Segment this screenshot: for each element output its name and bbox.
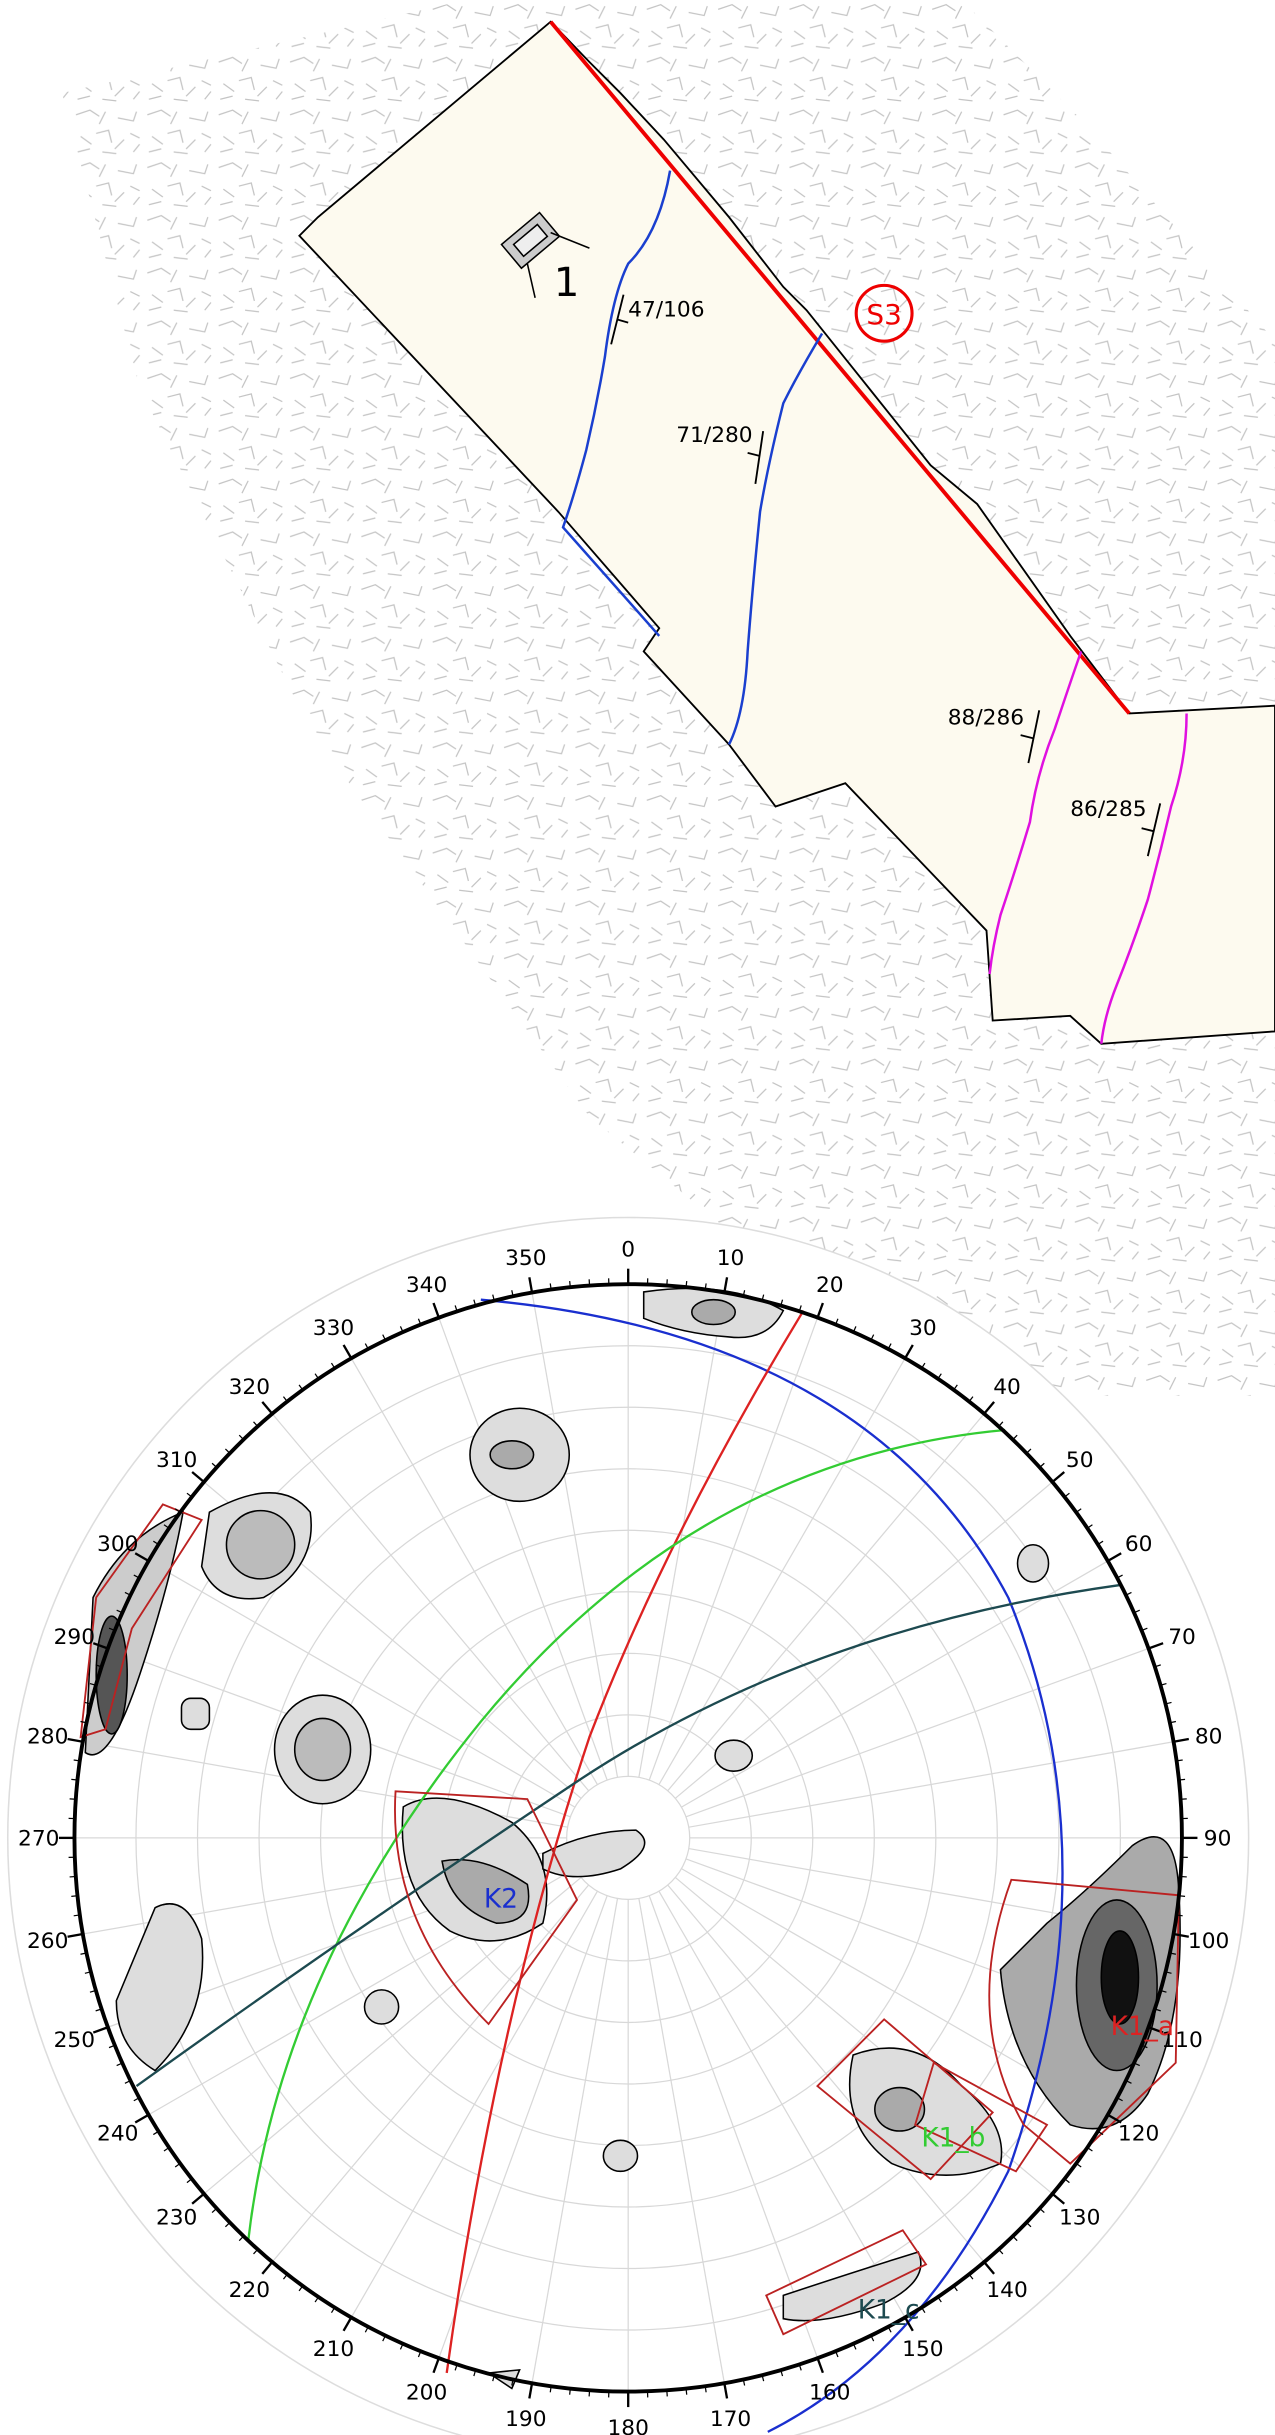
azimuth-label: 20 bbox=[816, 1273, 844, 1298]
azimuth-label: 280 bbox=[27, 1724, 68, 1749]
azimuth-label: 260 bbox=[27, 1929, 68, 1954]
azimuth-label: 240 bbox=[97, 2121, 138, 2146]
azimuth-label: 50 bbox=[1066, 1448, 1094, 1473]
azimuth-label: 290 bbox=[54, 1625, 95, 1650]
azimuth-label: 250 bbox=[54, 2028, 95, 2053]
azimuth-tick bbox=[71, 1896, 77, 1897]
azimuth-label: 80 bbox=[1195, 1724, 1223, 1749]
azimuth-tick bbox=[1179, 1779, 1185, 1780]
azimuth-tick bbox=[705, 2386, 706, 2392]
azimuth-label: 300 bbox=[97, 1532, 138, 1557]
set-label: K1_a bbox=[1111, 2012, 1174, 2042]
set-label: K1_b bbox=[921, 2124, 985, 2154]
azimuth-label: 340 bbox=[406, 1273, 447, 1298]
azimuth-tick bbox=[686, 1281, 687, 1287]
azimuth-label: 180 bbox=[607, 2416, 648, 2435]
azimuth-tick bbox=[550, 2386, 551, 2392]
azimuth-tick bbox=[550, 1283, 551, 1289]
figure: 1 47/106 71/280 88/286 86/285 S3 bbox=[0, 0, 1275, 2435]
azimuth-label: 220 bbox=[229, 2278, 270, 2303]
azimuth-label: 320 bbox=[229, 1375, 270, 1400]
set-label: K2 bbox=[484, 1885, 518, 1915]
azimuth-label: 60 bbox=[1125, 1532, 1153, 1557]
azimuth-tick bbox=[1179, 1896, 1185, 1897]
azimuth-tick bbox=[1177, 1760, 1183, 1761]
azimuth-label: 230 bbox=[156, 2205, 197, 2230]
azimuth-label: 200 bbox=[406, 2380, 447, 2405]
azimuth-label: 90 bbox=[1204, 1827, 1232, 1852]
azimuth-label: 210 bbox=[313, 2337, 354, 2362]
azimuth-label: 310 bbox=[156, 1448, 197, 1473]
azimuth-label: 10 bbox=[717, 1246, 745, 1271]
site-label: S3 bbox=[866, 298, 901, 331]
azimuth-label: 30 bbox=[909, 1316, 937, 1341]
azimuth-tick bbox=[705, 1283, 706, 1289]
azimuth-label: 0 bbox=[621, 1237, 635, 1262]
azimuth-tick bbox=[1177, 1915, 1183, 1916]
azimuth-label: 140 bbox=[986, 2278, 1027, 2303]
set-label: K1_c bbox=[858, 2296, 920, 2326]
measurement-label: 88/286 bbox=[948, 705, 1024, 730]
azimuth-label: 100 bbox=[1188, 1929, 1229, 1954]
azimuth-tick bbox=[74, 1760, 80, 1761]
azimuth-label: 70 bbox=[1168, 1625, 1196, 1650]
azimuth-tick bbox=[71, 1779, 77, 1780]
azimuth-label: 170 bbox=[710, 2407, 751, 2432]
azimuth-label: 130 bbox=[1059, 2205, 1100, 2230]
azimuth-tick bbox=[570, 2389, 571, 2395]
azimuth-label: 120 bbox=[1118, 2121, 1159, 2146]
page: {"map": {"locality": "1", "site_label": … bbox=[0, 0, 1275, 2435]
measurement-label: 71/280 bbox=[676, 423, 752, 448]
azimuth-label: 40 bbox=[993, 1375, 1021, 1400]
azimuth-tick bbox=[570, 1281, 571, 1287]
measurement-label: 47/106 bbox=[628, 297, 704, 322]
azimuth-label: 330 bbox=[313, 1316, 354, 1341]
azimuth-label: 350 bbox=[505, 1246, 546, 1271]
azimuth-tick bbox=[686, 2389, 687, 2395]
azimuth-label: 190 bbox=[505, 2407, 546, 2432]
azimuth-label: 150 bbox=[902, 2337, 943, 2362]
measurement-label: 86/285 bbox=[1070, 797, 1146, 822]
azimuth-label: 270 bbox=[18, 1827, 59, 1852]
stereonet: 0102030405060708090100110120130140150160… bbox=[8, 1218, 1249, 2435]
azimuth-tick bbox=[74, 1915, 80, 1916]
azimuth-label: 160 bbox=[809, 2380, 850, 2405]
locality-label: 1 bbox=[554, 259, 580, 306]
